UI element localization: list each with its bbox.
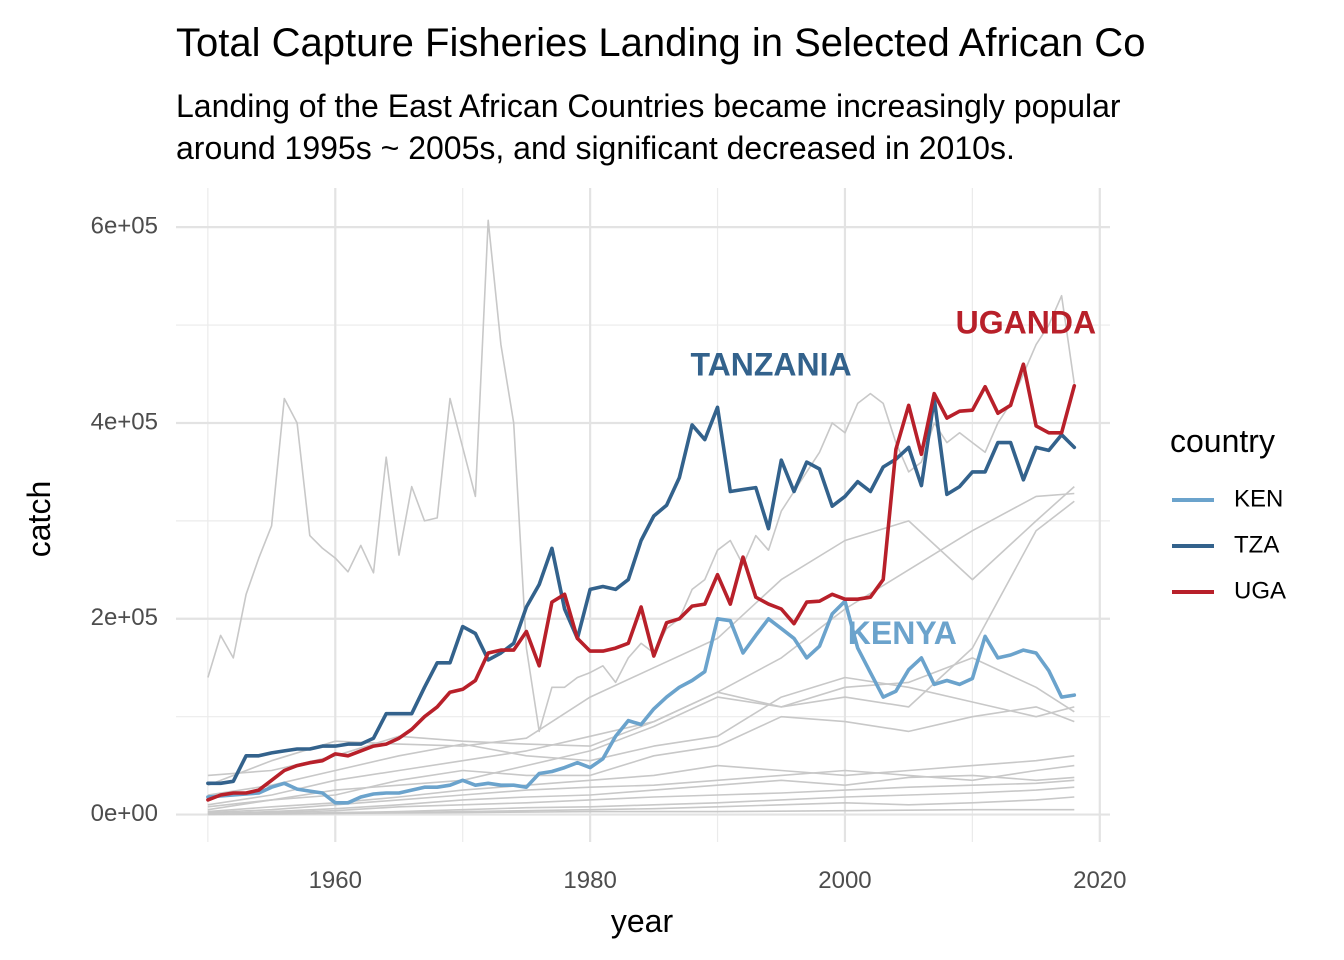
background-series-line [207,486,1075,786]
annotation-uganda: UGANDA [956,305,1096,341]
annotation-kenya: KENYA [848,615,957,651]
legend-title: country [1170,423,1275,459]
background-series-line [207,779,1075,815]
grid-minor [176,188,1110,842]
background-series-line [207,706,1075,808]
legend-label-tza: TZA [1234,531,1279,558]
y-axis-tick-labels: 0e+00 2e+05 4e+05 6e+05 [91,213,158,827]
y-tick-label: 6e+05 [91,213,158,240]
legend-label-uga: UGA [1234,577,1286,604]
y-axis-title: catch [21,481,57,557]
legend-label-ken: KEN [1234,485,1283,512]
x-tick-label: 2020 [1073,867,1126,894]
background-series-line [207,774,1075,815]
background-series-line [207,764,1075,814]
chart-subtitle-line-1: Landing of the East African Countries be… [176,88,1121,124]
x-tick-label: 2000 [818,867,871,894]
y-tick-label: 4e+05 [91,408,158,435]
background-series-line [207,657,1075,811]
grid-major [176,188,1110,842]
country-annotations: TANZANIA UGANDA KENYA [690,305,1096,651]
background-series-line [207,500,1075,777]
chart-title: Total Capture Fisheries Landing in Selec… [176,21,1145,65]
x-tick-label: 1960 [309,867,362,894]
series-line-tza [206,396,1077,786]
annotation-tanzania: TANZANIA [690,347,851,383]
x-axis-title: year [611,903,674,939]
series-line-ken [206,599,1077,805]
legend: country KEN TZA UGA [1170,423,1286,604]
background-series [207,219,1076,816]
x-axis-tick-labels: 1960 1980 2000 2020 [309,867,1127,894]
series-line-uga [206,362,1077,802]
x-tick-label: 1980 [563,867,616,894]
highlighted-series [206,362,1077,805]
y-tick-label: 0e+00 [91,800,158,827]
background-series-line [207,676,1075,796]
background-series-line [207,808,1075,815]
chart-subtitle-line-2: around 1995s ~ 2005s, and significant de… [176,130,1015,166]
y-tick-label: 2e+05 [91,604,158,631]
